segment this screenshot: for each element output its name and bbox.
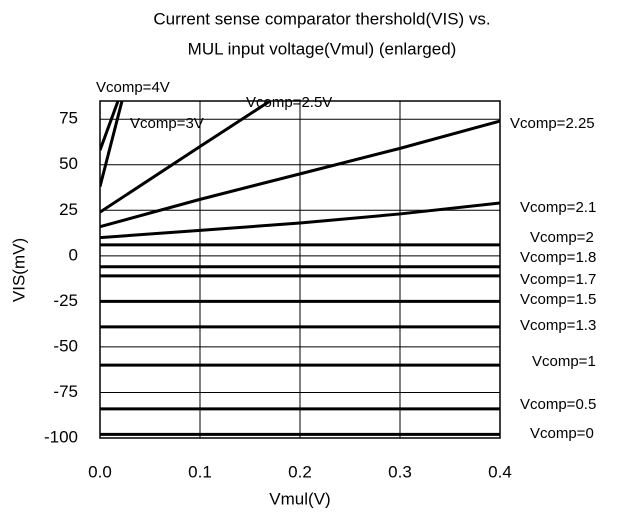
series-label: Vcomp=4V — [96, 79, 170, 96]
plot-frame — [99, 100, 501, 439]
y-tick-label: -100 — [44, 427, 78, 446]
y-tick-label: -75 — [53, 382, 78, 401]
plot-lines — [100, 101, 500, 436]
x-tick-label: 0.3 — [388, 462, 412, 481]
series-label: Vcomp=1.5 — [520, 291, 596, 308]
series-label: Vcomp=2.1 — [520, 199, 596, 216]
series-label: Vcomp=2 — [530, 229, 594, 246]
x-tick-label: 0.2 — [288, 462, 312, 481]
series-line — [100, 101, 271, 214]
y-axis-label: VIS(mV) — [9, 238, 28, 302]
series-label: Vcomp=0 — [530, 425, 594, 442]
chart-title: MUL input voltage(Vmul) (enlarged) — [188, 39, 457, 58]
y-tick-label: 25 — [59, 200, 78, 219]
series-label: Vcomp=0.5 — [520, 396, 596, 413]
y-tick-label: -50 — [53, 336, 78, 355]
series-line — [100, 119, 500, 229]
x-tick-label: 0.4 — [488, 462, 512, 481]
series-line — [100, 101, 124, 187]
y-tick-label: 75 — [59, 109, 78, 128]
series-label: Vcomp=2.5V — [246, 94, 332, 111]
series-label: Vcomp=1 — [532, 353, 596, 370]
series-label: Vcomp=1.3 — [520, 317, 596, 334]
series-label: Vcomp=1.8 — [520, 249, 596, 266]
series-line — [100, 101, 120, 151]
chart-title: Current sense comparator thershold(VIS) … — [153, 9, 490, 28]
x-tick-label: 0.0 — [88, 462, 112, 481]
series-label: Vcomp=2.25 — [510, 115, 595, 132]
y-tick-label: -25 — [53, 291, 78, 310]
x-axis-label: Vmul(V) — [269, 489, 330, 508]
series-line — [100, 201, 500, 240]
y-tick-label: 50 — [59, 154, 78, 173]
x-tick-label: 0.1 — [188, 462, 212, 481]
series-label: Vcomp=3V — [130, 115, 204, 132]
series-label: Vcomp=1.7 — [520, 271, 596, 288]
y-tick-label: 0 — [69, 245, 78, 264]
